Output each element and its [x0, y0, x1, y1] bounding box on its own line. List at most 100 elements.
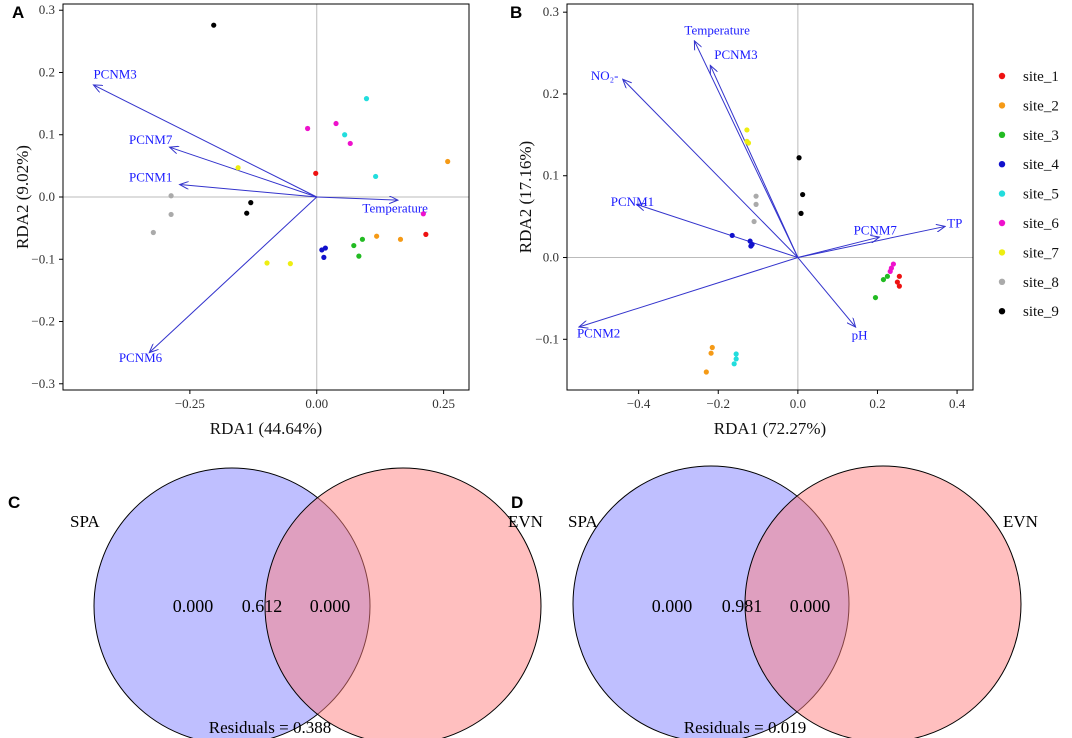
panel-a-arrow-temperature [316, 197, 398, 200]
panel-b-arrow-tp [797, 226, 945, 259]
panel-a-point-site-2 [445, 158, 451, 165]
venn-d-label-evn: EVN [1003, 512, 1038, 531]
venn-c-value-evn: 0.000 [310, 596, 351, 616]
panel-a-point-site-3 [351, 242, 357, 249]
panel-b-point-site-6 [887, 268, 893, 275]
panel-b-arrow-label: TP [947, 215, 962, 230]
legend-label-site-9: site_9 [1023, 304, 1059, 320]
panel-a-ytick-label: 0.3 [39, 2, 55, 17]
panel-b-y-axis-title: RDA2 (17.16%) [516, 141, 535, 253]
venn-d-value-spa: 0.000 [652, 596, 693, 616]
panel-a-arrow-pcnm3 [93, 85, 317, 198]
panel-letter-a: A [12, 3, 24, 22]
legend-swatch-site-8 [998, 278, 1006, 285]
panel-a-arrow-label: PCNM7 [129, 132, 173, 147]
venn-c-residuals: Residuals = 0.388 [209, 718, 331, 737]
panel-b-point-site-1 [894, 279, 900, 285]
panel-b-arrow-pcnm2 [579, 257, 799, 328]
panel-a-point-site-6 [347, 140, 353, 147]
legend-label-site-1: site_1 [1023, 69, 1059, 85]
panel-a-point-site-1 [313, 170, 319, 176]
venn-diagram-c: SPA EVN 0.000 0.612 0.000 Residuals = 0.… [70, 467, 543, 738]
panel-b-point-site-2 [708, 350, 714, 356]
panel-a-point-site-2 [397, 236, 404, 242]
panel-b-point-site-8 [751, 218, 757, 225]
panel-b-arrow-ph [797, 257, 856, 328]
panel-b-point-site-5 [731, 361, 737, 367]
panel-b-point-site-5 [733, 351, 739, 357]
panel-b-ytick-label: 0.0 [543, 250, 559, 265]
legend-label-site-2: site_2 [1023, 98, 1059, 114]
panel-a-point-site-5 [363, 96, 370, 102]
legend-label-site-7: site_7 [1023, 245, 1059, 261]
venn-c-circle-evn [264, 467, 542, 738]
panel-b-point-site-1 [896, 273, 902, 279]
legend-swatch-site-4 [998, 161, 1006, 168]
panel-a-ytick-label: 0.2 [39, 64, 55, 79]
panel-a-arrow-label: PCNM1 [129, 169, 172, 184]
legend-label-site-5: site_5 [1023, 187, 1059, 203]
panel-a-point-site-5 [342, 132, 348, 138]
venn-d-circle-evn [744, 465, 1022, 738]
panel-b-arrow-temperature [694, 41, 799, 258]
panel-a-arrow-pcnm1 [180, 185, 317, 198]
panel-a-point-site-1 [423, 231, 429, 237]
venn-c-value-overlap: 0.612 [242, 596, 283, 616]
panel-b-point-site-2 [703, 369, 709, 375]
panel-a-ytick-label: −0.1 [31, 251, 55, 266]
panel-a-arrow-pcnm6 [149, 196, 318, 353]
rda-plot-b: −0.4 −0.2 0.0 0.2 0.4 −0.1 0.0 0.1 0.2 0.3 RDA1 (7… [516, 3, 974, 438]
venn-c-value-spa: 0.000 [173, 596, 214, 616]
panel-b-point-site-2 [709, 344, 715, 351]
panel-a-arrow-label: PCNM3 [93, 67, 136, 82]
panel-b-point-site-8 [753, 193, 759, 199]
legend-label-site-8: site_8 [1023, 275, 1059, 291]
panel-a-point-site-8 [168, 193, 174, 199]
panel-b-xtick-label: 0.0 [790, 396, 806, 411]
panel-b-point-site-9 [800, 191, 806, 198]
panel-b-point-site-4 [729, 232, 735, 239]
panel-a-point-site-8 [150, 229, 156, 236]
legend-swatch-site-1 [998, 72, 1006, 80]
legend-label-site-3: site_3 [1023, 128, 1059, 144]
venn-d-value-overlap: 0.981 [722, 596, 763, 616]
panel-a-xtick-label: −0.25 [175, 396, 205, 411]
panel-b-arrow-pcnm7 [797, 237, 880, 259]
panel-b-arrow-no [623, 79, 799, 258]
panel-b-arrow-label: PCNM3 [714, 47, 757, 62]
rda-plot-a: −0.25 0.00 0.25 −0.3 −0.2 −0.1 0.0 0.1 0.2 0.3 RDA… [13, 2, 470, 438]
panel-b-ytick-label: 0.1 [543, 168, 559, 183]
panel-a-point-site-9 [211, 22, 217, 28]
panel-b-ytick-label: 0.2 [543, 86, 559, 101]
panel-a-arrow-label: Temperature [362, 201, 428, 216]
panel-b-point-site-4 [748, 243, 754, 249]
panel-a-y-axis-title: RDA2 (9.02%) [13, 145, 32, 249]
panel-b-xtick-label: −0.4 [627, 396, 651, 411]
panel-b-arrow-label: PCNM2 [577, 326, 620, 341]
panel-a-point-site-6 [420, 211, 426, 217]
venn-c-label-spa: SPA [70, 512, 100, 531]
panel-a-point-site-9 [248, 200, 254, 206]
venn-diagram-d: SPA EVN 0.000 0.981 0.000 Residuals = 0.… [568, 465, 1038, 738]
panel-a-ytick-label: 0.1 [39, 127, 55, 142]
panel-b-point-site-3 [884, 273, 891, 279]
legend-swatch-site-6 [998, 219, 1006, 227]
panel-a-ytick-label: −0.3 [31, 376, 55, 391]
panel-a-point-site-9 [244, 210, 250, 216]
panel-b-point-site-5 [733, 356, 739, 362]
panel-b-arrow-label: Temperature [684, 22, 750, 37]
panel-a-point-site-4 [322, 245, 328, 251]
panel-a-x-axis-title: RDA1 (44.64%) [210, 419, 322, 438]
panel-b-ytick-label: −0.1 [535, 331, 559, 346]
legend-swatch-site-2 [998, 102, 1006, 109]
legend-swatch-site-5 [998, 190, 1006, 197]
panel-b-arrow-label: PCNM1 [611, 194, 654, 209]
panel-letter-d: D [511, 493, 523, 512]
panel-a-ytick-label: 0.0 [39, 189, 55, 204]
panel-a-point-site-8 [168, 211, 174, 218]
panel-b-point-site-8 [753, 201, 759, 207]
panel-b-arrow-label: NO₂- [591, 68, 619, 83]
panel-a-arrow-label: PCNM6 [119, 350, 163, 365]
panel-a-point-site-3 [359, 236, 366, 242]
